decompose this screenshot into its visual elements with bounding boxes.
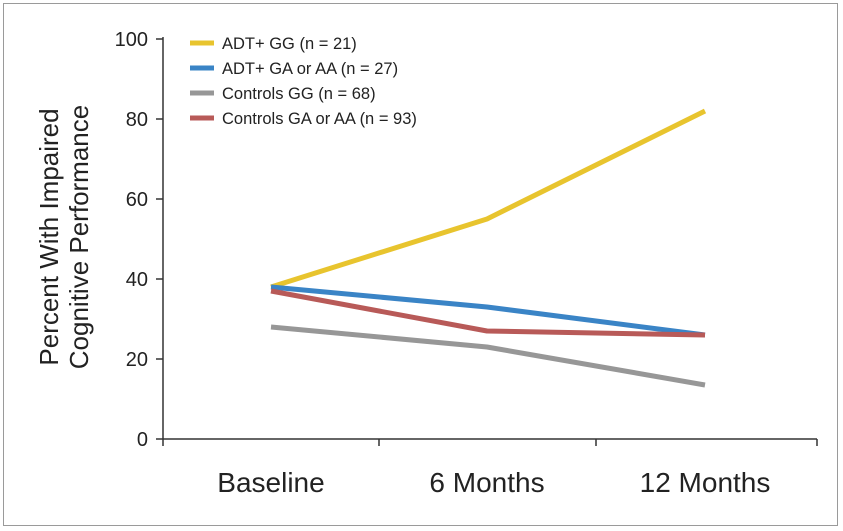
y-tick-label: 40 — [126, 269, 148, 291]
y-tick-label: 60 — [126, 189, 148, 211]
legend-label: ADT+ GA or AA (n = 27) — [222, 60, 398, 78]
x-tick-label: Baseline — [217, 467, 324, 498]
y-tick-label: 20 — [126, 349, 148, 371]
series-line — [270, 324, 706, 388]
y-tick-label: 100 — [115, 29, 148, 51]
series-line — [270, 108, 707, 290]
axes: 0 20 40 60 80 100 Baseline 6 Months 12 Months — [115, 29, 818, 498]
y-tick-label: 80 — [126, 109, 148, 131]
series-lines — [270, 108, 707, 388]
legend-label: Controls GA or AA (n = 93) — [222, 110, 417, 128]
x-tick-label: 12 Months — [640, 467, 771, 498]
series-line — [270, 284, 706, 338]
legend-label: Controls GG (n = 68) — [222, 85, 376, 103]
y-tick-label: 0 — [137, 429, 148, 451]
y-axis-label-line-1: Percent With Impaired — [34, 108, 64, 365]
y-axis-label: Percent With Impaired Cognitive Performa… — [34, 105, 94, 369]
legend-label: ADT+ GG (n = 21) — [222, 35, 357, 53]
y-axis-label-line-2: Cognitive Performance — [64, 105, 94, 369]
legend: ADT+ GG (n = 21) ADT+ GA or AA (n = 27) Co… — [190, 35, 417, 128]
x-tick-label: 6 Months — [429, 467, 544, 498]
series-line — [270, 288, 706, 338]
